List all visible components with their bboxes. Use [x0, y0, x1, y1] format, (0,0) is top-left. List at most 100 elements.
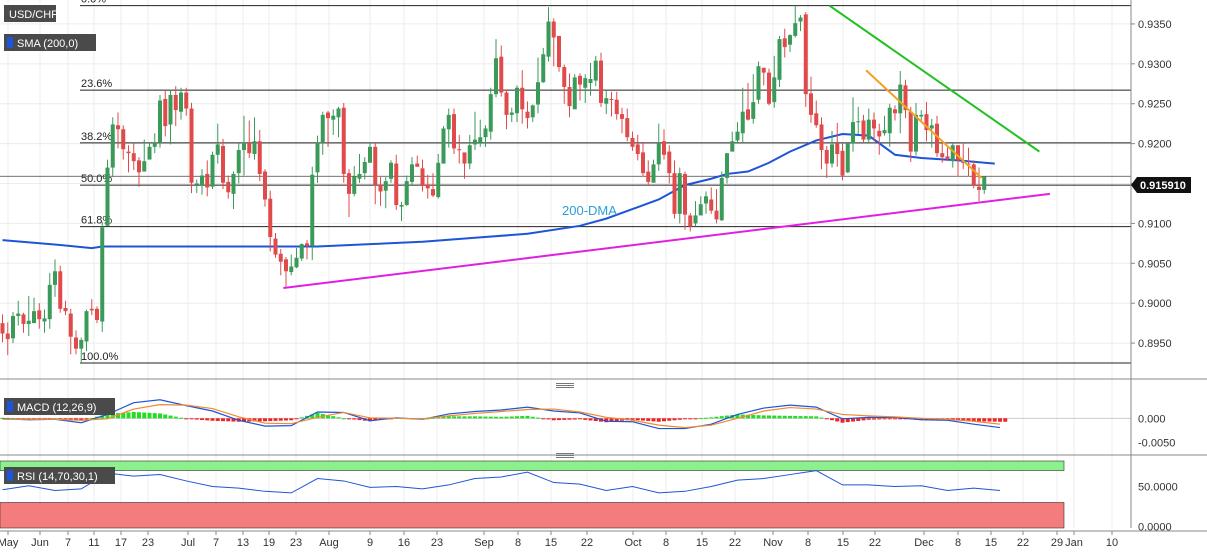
macd-histogram-bar [530, 416, 535, 419]
macd-splitter-handle[interactable] [556, 383, 574, 388]
macd-histogram-bar [604, 418, 609, 423]
candle-body [672, 173, 677, 214]
macd-histogram-bar [672, 418, 677, 421]
candle-body [782, 38, 787, 48]
bearish-candle [205, 160, 210, 197]
time-axis-label: 19 [263, 537, 275, 549]
bearish-candle [557, 35, 561, 72]
candle-body [971, 164, 976, 186]
bullish-candle [982, 176, 987, 194]
bullish-candle [231, 171, 236, 210]
candle-body [383, 181, 388, 191]
candle-body [693, 215, 698, 224]
rsi-axis-label: 50.0000 [1138, 482, 1178, 494]
candle-body [824, 150, 829, 164]
macd-histogram-bar [63, 418, 68, 420]
symbol-badge-bg [4, 5, 56, 22]
macd-histogram-bar [719, 416, 724, 419]
candle-body [620, 114, 624, 119]
bullish-candle [105, 159, 110, 226]
candle-body [194, 183, 199, 185]
bullish-candle [16, 300, 21, 326]
bullish-candle [788, 34, 792, 52]
bearish-candle [394, 154, 399, 210]
candle-body [488, 94, 493, 132]
candle-body [53, 271, 57, 285]
bullish-candle [310, 166, 315, 261]
bullish-candle [147, 142, 152, 160]
candle-body [394, 163, 399, 206]
macd-histogram-bar [158, 413, 162, 419]
time-axis-label: 23 [290, 537, 302, 549]
time-axis-label: 29 [1051, 537, 1063, 549]
candle-body [131, 153, 136, 162]
rsi-badge-bg [4, 467, 115, 484]
candle-body [173, 94, 178, 111]
bearish-candle [667, 145, 672, 184]
candle-body [861, 120, 866, 140]
time-axis-label: Aug [319, 537, 339, 549]
time-axis-label: Dec [914, 537, 934, 549]
macd-histogram-bar [226, 418, 231, 422]
bullish-candle [210, 151, 215, 190]
macd-histogram-bar [872, 418, 876, 420]
candle-body [609, 98, 614, 100]
bearish-candle [263, 169, 267, 207]
macd-histogram-bar [709, 417, 714, 419]
fib-level-label: 23.6% [81, 78, 112, 90]
macd-histogram-bar [782, 415, 787, 419]
candle-body [126, 151, 131, 154]
candle-body [184, 92, 189, 109]
macd-histogram-bar [950, 418, 955, 420]
macd-histogram-bar [152, 413, 157, 419]
macd-histogram-bar [331, 416, 336, 419]
bearish-candle [635, 134, 640, 161]
candle-body [179, 92, 183, 112]
candle-body [231, 173, 236, 194]
macd-histogram-bar [714, 416, 719, 419]
candle-body [26, 320, 31, 324]
candle-body [551, 21, 556, 38]
candle-body [431, 189, 435, 196]
macd-histogram-bar [803, 416, 808, 419]
bearish-candle [761, 67, 766, 86]
macd-histogram-bar [845, 418, 850, 423]
macd-histogram-bar [110, 413, 115, 419]
rsi-splitter-handle[interactable] [556, 453, 574, 458]
candle-body [893, 109, 897, 114]
bearish-candle [63, 300, 68, 316]
bearish-candle [89, 299, 94, 316]
bearish-candle [956, 145, 960, 177]
bullish-candle [793, 5, 798, 38]
bullish-candle [656, 123, 661, 171]
candle-body [478, 137, 483, 143]
bearish-candle [861, 114, 866, 143]
macd-line [2, 399, 1001, 430]
rsi-line [2, 470, 1001, 494]
bearish-candle [567, 73, 572, 118]
bullish-candle [751, 74, 756, 124]
bullish-candle [914, 102, 918, 156]
candle-body [357, 173, 362, 179]
macd-histogram-bar [299, 417, 304, 419]
macd-histogram-bar [294, 418, 299, 420]
candle-body [945, 156, 950, 159]
bullish-candle [777, 35, 782, 87]
candle-body [683, 173, 687, 215]
candle-body [215, 144, 220, 155]
bearish-candle [614, 91, 619, 120]
candle-body [756, 66, 761, 100]
candle-body [546, 21, 551, 57]
bearish-candle [966, 147, 971, 177]
current-price-bg [1131, 177, 1191, 193]
candle-body [483, 128, 488, 138]
macd-color-swatch [7, 401, 13, 412]
macd-histogram-bar [483, 416, 488, 419]
macd-histogram-bar [163, 414, 168, 419]
macd-histogram-bar [100, 415, 105, 419]
candle-body [79, 339, 84, 349]
time-axis-label: 22 [581, 537, 593, 549]
bullish-candle [53, 259, 57, 297]
candle-body [746, 109, 750, 120]
